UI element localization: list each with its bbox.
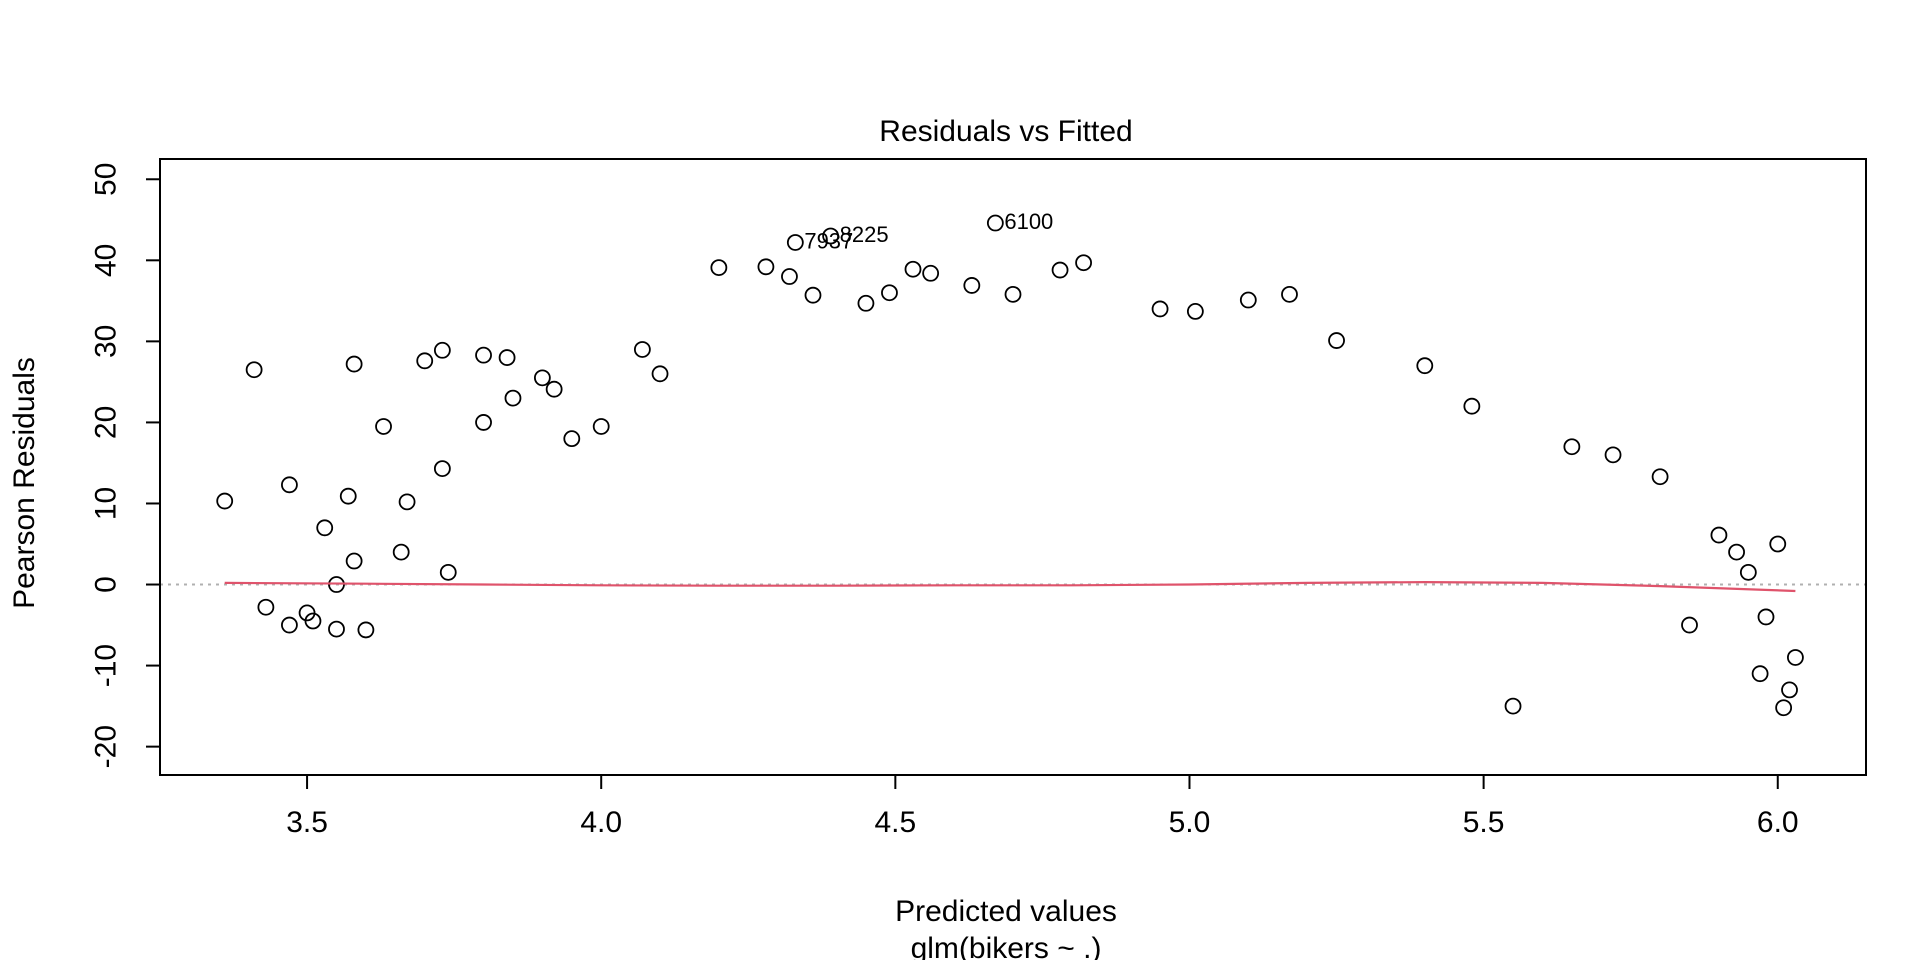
data-point [904,260,922,278]
outlier-label-7937: 7937 [804,228,853,253]
data-point [498,349,516,366]
data-point [475,414,492,431]
data-point [1463,397,1481,415]
y-tick-label: 30 [90,325,123,358]
y-tick-label: 40 [90,244,123,277]
data-point [1186,302,1204,320]
x-tick-label: 3.5 [286,806,328,839]
data-point [257,598,275,616]
y-axis: -20 -10 0 10 20 30 40 50 [90,163,161,768]
data-point [328,620,345,638]
data-point [922,264,940,282]
data-point [1504,697,1522,715]
x-axis-title: Predicted values [895,895,1117,928]
data-point [439,563,457,581]
data-point [1075,254,1092,272]
data-point [281,476,298,494]
data-point [1151,300,1169,318]
data-point [1710,526,1728,544]
data-point [1775,699,1793,717]
y-axis-title: Pearson Residuals [8,357,41,609]
data-point [1281,285,1298,303]
x-axis-subtitle: glm(bikers ~ .) [911,932,1102,960]
x-tick-label: 5.5 [1463,806,1505,839]
data-point [433,460,451,478]
data-point [345,355,363,373]
data-points [216,214,1804,717]
y-tick-label: 20 [90,406,123,439]
data-point [1739,563,1757,581]
y-tick-label: 50 [90,163,123,196]
labeled-point-6100 [986,214,1004,232]
data-point [1004,285,1022,303]
data-point [1563,438,1581,456]
data-point [1757,608,1775,626]
y-tick-label: -10 [90,644,123,687]
data-point [216,492,234,510]
x-tick-label: 5.0 [1169,806,1211,839]
data-point [757,258,775,276]
data-point [1781,681,1798,699]
data-point [245,361,263,379]
data-point [281,616,298,634]
data-point [881,284,898,302]
outlier-label-6100: 6100 [1004,209,1053,234]
chart-title: Residuals vs Fitted [879,115,1132,148]
smooth-curve [224,580,1796,593]
data-point [398,493,416,511]
data-point [304,612,322,630]
labeled-point-8225 [822,227,840,245]
data-point [1751,665,1769,683]
data-point [804,286,822,304]
data-point [781,268,798,285]
data-point [357,621,375,639]
data-point [1239,291,1257,309]
y-tick-label: -20 [90,725,123,768]
data-point [545,380,563,398]
data-point [710,259,728,277]
data-point [1787,649,1804,666]
data-point [963,277,981,294]
data-point [416,352,434,370]
data-point [1681,616,1698,634]
data-point [1728,543,1745,561]
data-point [339,487,357,505]
data-point [1328,332,1345,349]
data-point [316,519,334,537]
data-point [592,418,610,435]
x-tick-label: 4.5 [874,806,916,839]
data-point [857,294,875,312]
x-tick-label: 6.0 [1757,806,1799,839]
data-point [651,365,669,383]
data-point [533,369,551,387]
x-axis: 3.5 4.0 4.5 5.0 5.5 6.0 [286,774,1799,839]
data-point [375,418,392,435]
data-point [392,543,410,561]
data-point [345,552,363,570]
y-tick-label: 0 [90,576,123,593]
x-tick-label: 4.0 [580,806,622,839]
data-point [1051,261,1069,279]
data-point [633,341,651,358]
labeled-point-7937 [786,234,804,251]
data-point [475,346,492,364]
y-tick-label: 10 [90,487,123,520]
smooth-line [224,580,1796,593]
data-point [504,389,522,407]
data-point [1651,468,1669,486]
data-point [1416,357,1434,375]
data-point [1604,446,1622,464]
outlier-label-8225: 8225 [840,222,889,247]
data-point [1769,535,1787,553]
plot-frame [159,158,1867,776]
data-point [563,430,581,448]
data-point [433,341,451,359]
